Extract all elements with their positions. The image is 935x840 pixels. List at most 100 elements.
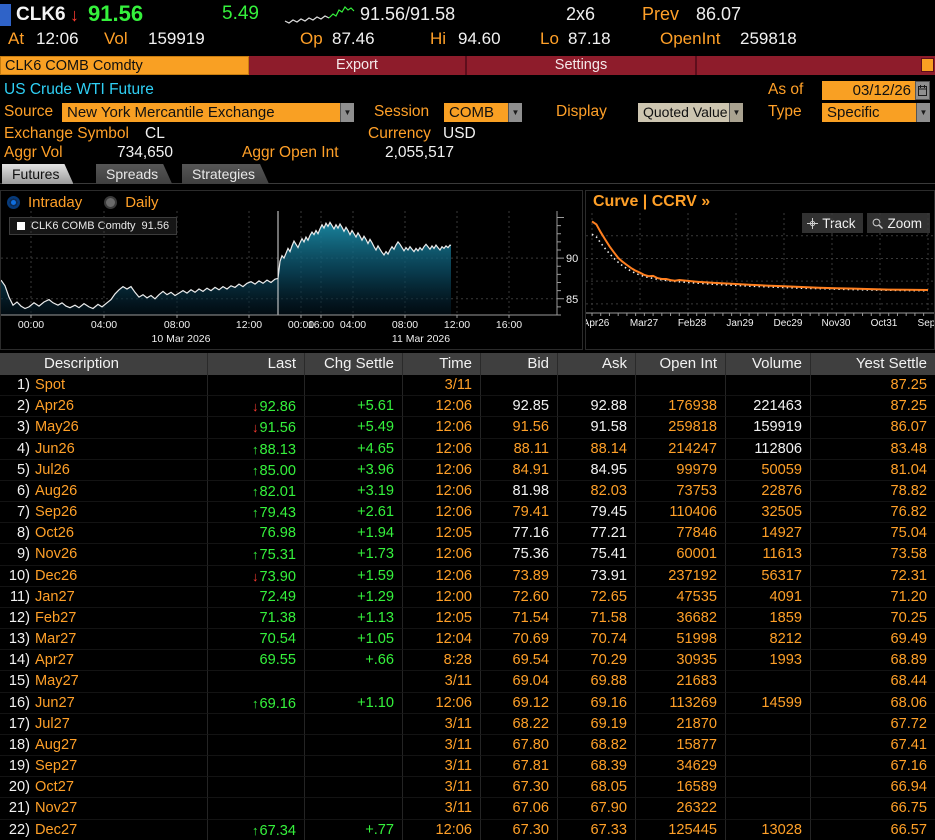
column-header[interactable]: Ask	[557, 353, 635, 375]
table-row[interactable]: 19) Sep27 3/11 67.81 68.39 34629 67.16	[0, 756, 935, 778]
cell-open-int: 176938	[635, 396, 725, 418]
high-label: Hi	[430, 29, 447, 48]
forward-curve-chart[interactable]: Apr26 Mar27 Feb28 Jan29 Dec29 Nov30 Oct31 Sep32	[586, 213, 934, 349]
cell-chg-settle	[304, 798, 402, 820]
cell-time: 12:06	[402, 819, 480, 840]
cell-open-int: 30935	[635, 650, 725, 672]
cell-last: ↓91.56	[207, 417, 304, 439]
cell-last	[207, 713, 304, 735]
tab-spreads[interactable]: Spreads	[96, 164, 172, 184]
table-row[interactable]: 9) Nov26 ↑75.31 +1.73 12:06 75.36 75.41 60001 11…	[0, 544, 935, 566]
cell-ask: 68.39	[557, 756, 635, 778]
cell-yest-settle: 75.04	[810, 523, 935, 545]
chevron-down-icon[interactable]: ▼	[508, 103, 522, 122]
cell-description: 16) Jun27	[0, 693, 207, 714]
tab-strategies[interactable]: Strategies	[182, 164, 269, 184]
type-label: Type	[768, 103, 802, 120]
cell-ask: 84.95	[557, 459, 635, 481]
track-button[interactable]: Track	[802, 213, 864, 233]
column-header[interactable]: Yest Settle	[810, 353, 935, 375]
table-row[interactable]: 2) Apr26 ↓92.86 +5.61 12:06 92.85 92.88 176938 2…	[0, 396, 935, 418]
at-time: 12:06	[36, 29, 79, 48]
table-row[interactable]: 16) Jun27 ↑69.16 +1.10 12:06 69.12 69.16 113269…	[0, 692, 935, 714]
table-row[interactable]: 22) Dec27 ↑67.34 +.77 12:06 67.30 67.33 125445 1…	[0, 819, 935, 840]
panel-corner-icon[interactable]	[921, 58, 934, 72]
cell-yest-settle: 68.89	[810, 650, 935, 672]
table-row[interactable]: 4) Jun26 ↑88.13 +4.65 12:06 88.11 88.14 214247 1…	[0, 438, 935, 460]
ticker-input-field[interactable]: CLK6 COMB Comdty	[0, 56, 249, 75]
table-row[interactable]: 18) Aug27 3/11 67.80 68.82 15877 67.41	[0, 734, 935, 757]
cell-last: ↑82.01	[207, 480, 304, 503]
table-row[interactable]: 1) Spot 3/11 87.25	[0, 375, 935, 397]
chevron-down-icon[interactable]: ▼	[916, 103, 930, 122]
column-header[interactable]: Open Int	[635, 353, 725, 375]
settings-button[interactable]: Settings	[554, 57, 608, 73]
display-dropdown[interactable]: Quoted Value ▼	[638, 103, 743, 122]
table-row[interactable]: 17) Jul27 3/11 68.22 69.19 21870 67.72	[0, 713, 935, 735]
cell-last: ↓73.90	[207, 565, 304, 587]
asof-label: As of	[768, 81, 804, 98]
cell-volume: 8212	[725, 629, 810, 651]
column-header[interactable]: Volume	[725, 353, 810, 375]
table-row[interactable]: 8) Oct26 76.98 +1.94 12:05 77.16 77.21 77846 149…	[0, 523, 935, 545]
table-row[interactable]: 12) Feb27 71.38 +1.13 12:05 71.54 71.58 36682 18…	[0, 607, 935, 630]
cell-open-int: 26322	[635, 798, 725, 820]
chevron-down-icon[interactable]: ▼	[729, 103, 743, 122]
cell-time: 3/11	[402, 671, 480, 693]
chevron-down-icon[interactable]: ▼	[340, 103, 354, 122]
table-row[interactable]: 11) Jan27 72.49 +1.29 12:00 72.60 72.65 47535 40…	[0, 586, 935, 608]
up-arrow-icon: ↑	[251, 441, 259, 457]
table-row[interactable]: 20) Oct27 3/11 67.30 68.05 16589 66.94	[0, 777, 935, 799]
quote-header: CLK6 ↓ 91.56 5.49 91.56/91.58 2x6 Prev 8…	[0, 0, 935, 56]
cell-yest-settle: 66.57	[810, 819, 935, 840]
table-row[interactable]: 10) Dec26 ↓73.90 +1.59 12:06 73.89 73.91 237192…	[0, 565, 935, 587]
tab-futures[interactable]: Futures	[2, 164, 73, 184]
cell-time: 12:06	[402, 565, 480, 587]
cell-description: 13) Mar27	[0, 629, 207, 651]
daily-radio-label[interactable]: Daily	[125, 193, 159, 211]
type-dropdown[interactable]: Specific ▼	[822, 103, 930, 122]
cell-bid: 84.91	[480, 459, 557, 481]
up-arrow-icon: ↑	[251, 547, 259, 563]
cell-volume	[725, 375, 810, 397]
svg-text:Apr26: Apr26	[586, 318, 610, 329]
cell-chg-settle: +1.73	[304, 544, 402, 566]
table-row[interactable]: 7) Sep26 ↑79.43 +2.61 12:06 79.41 79.45 110406 3…	[0, 502, 935, 524]
column-header[interactable]: Time	[402, 353, 480, 375]
daily-radio-icon[interactable]	[104, 195, 118, 209]
security-name: US Crude WTI Future	[4, 81, 154, 98]
table-row[interactable]: 21) Nov27 3/11 67.06 67.90 26322 66.75	[0, 798, 935, 820]
table-row[interactable]: 5) Jul26 ↑85.00 +3.96 12:06 84.91 84.95 99979 50…	[0, 459, 935, 481]
cell-description: 19) Sep27	[0, 756, 207, 778]
cell-time: 12:05	[402, 607, 480, 630]
zoom-button[interactable]: Zoom	[867, 213, 930, 233]
column-header[interactable]: Description	[44, 355, 120, 372]
calendar-icon[interactable]	[915, 81, 930, 100]
column-header[interactable]: Bid	[480, 353, 557, 375]
table-row[interactable]: 3) May26 ↓91.56 +5.49 12:06 91.56 91.58 259818 1…	[0, 417, 935, 439]
export-button[interactable]: Export	[336, 57, 378, 73]
table-row[interactable]: 6) Aug26 ↑82.01 +3.19 12:06 81.98 82.03 73753 22…	[0, 480, 935, 503]
curve-title[interactable]: Curve | CCRV »	[593, 193, 711, 210]
intraday-radio-icon[interactable]	[7, 195, 20, 209]
intraday-radio-label[interactable]: Intraday	[28, 193, 83, 211]
cell-open-int: 47535	[635, 586, 725, 608]
cell-bid: 67.30	[480, 819, 557, 840]
cell-ask: 69.16	[557, 692, 635, 714]
cell-description: 15) May27	[0, 671, 207, 693]
cell-last	[207, 375, 304, 397]
source-dropdown[interactable]: New York Mercantile Exchange ▼	[62, 103, 354, 122]
table-row[interactable]: 13) Mar27 70.54 +1.05 12:04 70.69 70.74 51998 82…	[0, 629, 935, 651]
cell-ask	[557, 375, 635, 397]
svg-text:10 Mar 2026: 10 Mar 2026	[152, 333, 211, 345]
table-row[interactable]: 14) Apr27 69.55 +.66 8:28 69.54 70.29 30935 1993…	[0, 650, 935, 672]
session-dropdown[interactable]: COMB ▼	[444, 103, 522, 122]
cell-chg-settle	[304, 734, 402, 757]
table-row[interactable]: 15) May27 3/11 69.04 69.88 21683 68.44	[0, 671, 935, 693]
column-header[interactable]: Last	[207, 353, 304, 375]
column-header[interactable]: Chg Settle	[304, 353, 402, 375]
cell-open-int: 21683	[635, 671, 725, 693]
low-value: 87.18	[568, 29, 611, 48]
asof-date-field[interactable]: 03/12/26	[822, 81, 915, 100]
